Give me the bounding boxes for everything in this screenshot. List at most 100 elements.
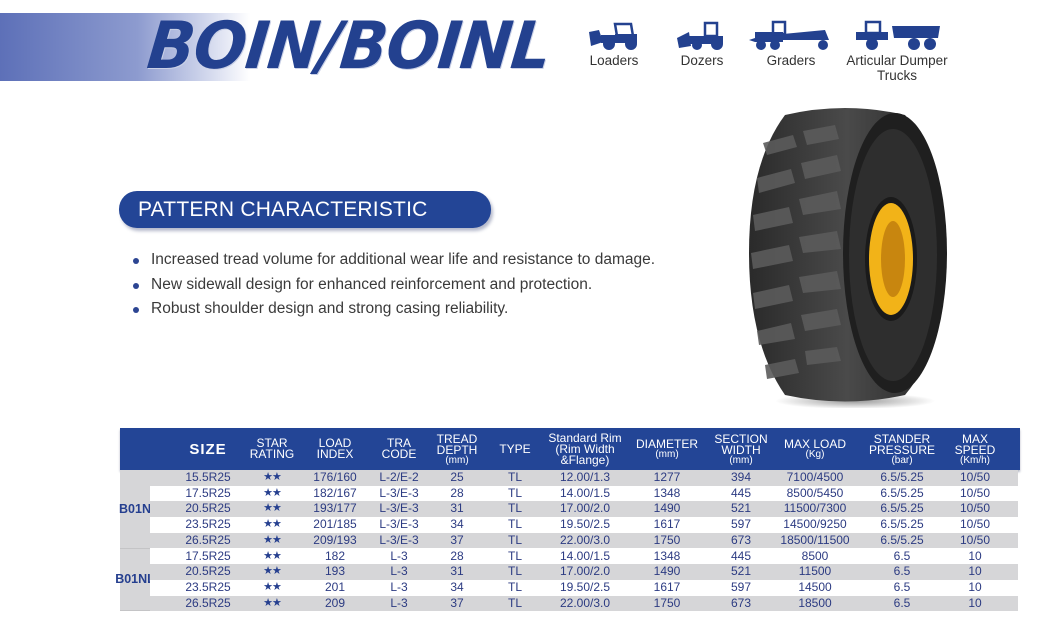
cell-section-width: 597 (730, 579, 752, 594)
bullet-item: New sidewall design for enhanced reinfor… (133, 273, 655, 298)
cell-max-speed: 10 (968, 579, 982, 594)
application-label-line2: Trucks (877, 68, 917, 83)
cell-size: 20.5R25 (185, 501, 231, 516)
cell-tread-depth: 28 (450, 485, 464, 500)
applications-row: Loaders Dozers Graders (583, 20, 963, 90)
bullet-dot-icon (133, 258, 139, 264)
cell-tread-depth: 31 (450, 501, 464, 516)
cell-tra-code: L-3 (390, 579, 408, 594)
loader-icon (589, 22, 637, 50)
cell-standard-rim: 14.00/1.5 (559, 548, 611, 563)
cell-max-load: 14500 (798, 579, 832, 594)
header-max-speed: MAX SPEED (Km/h) (954, 431, 996, 466)
cell-section-width: 445 (730, 548, 752, 563)
cell-load-index: 182/167 (313, 485, 357, 500)
cell-size: 23.5R25 (185, 579, 231, 594)
cell-tra-code: L-3 (390, 564, 408, 579)
cell-tra-code: L-3/E-3 (379, 517, 419, 532)
cell-section-width: 521 (730, 501, 752, 516)
bullet-item: Robust shoulder design and strong casing… (133, 297, 655, 322)
table-row: 26.5R25 ★★ 209/193 L-3/E-3 37 TL 22.00/3.0 1750… (150, 532, 1018, 549)
cell-size: 23.5R25 (185, 517, 231, 532)
cell-max-speed: 10 (968, 595, 982, 610)
cell-diameter: 1750 (653, 595, 681, 610)
cell-star-rating: ★★ (263, 549, 282, 562)
cell-size: 17.5R25 (185, 548, 231, 563)
dumper-truck-icon (856, 20, 940, 50)
pattern-bullet-list: Increased tread volume for additional we… (133, 248, 655, 322)
cell-stander-pressure: 6.5 (893, 579, 911, 594)
cell-stander-pressure: 6.5/5.25 (880, 517, 924, 532)
table-row: 17.5R25 ★★ 182/167 L-3/E-3 28 TL 14.00/1.5 1348… (150, 485, 1018, 502)
cell-tread-depth: 34 (450, 517, 464, 532)
cell-type: TL (507, 595, 522, 610)
cell-stander-pressure: 6.5 (893, 564, 911, 579)
cell-load-index: 193/177 (313, 501, 357, 516)
cell-standard-rim: 22.00/3.0 (559, 595, 611, 610)
cell-stander-pressure: 6.5/5.25 (880, 532, 924, 547)
cell-size: 17.5R25 (185, 485, 231, 500)
pattern-characteristic-heading: PATTERN CHARACTERISTIC (119, 191, 491, 228)
cell-size: 15.5R25 (185, 470, 231, 484)
cell-tread-depth: 28 (450, 548, 464, 563)
table-row: 26.5R25 ★★ 209 L-3 37 TL 22.00/3.0 1750 673 18500… (150, 595, 1018, 612)
cell-max-speed: 10/50 (959, 532, 991, 547)
header-size: SIZE (189, 440, 227, 458)
cell-max-load: 14500/9250 (783, 517, 847, 532)
header-section-width: SECTION WIDTH (mm) (714, 431, 768, 466)
tire-image (749, 108, 947, 408)
cell-section-width: 673 (730, 532, 752, 547)
cell-diameter: 1348 (653, 548, 681, 563)
cell-star-rating: ★★ (263, 518, 282, 531)
cell-star-rating: ★★ (263, 580, 282, 593)
cell-star-rating: ★★ (263, 471, 282, 483)
cell-tra-code: L-3 (390, 595, 408, 610)
cell-type: TL (507, 564, 522, 579)
cell-type: TL (507, 470, 522, 484)
bullet-dot-icon (133, 282, 139, 289)
cell-diameter: 1750 (653, 532, 681, 547)
cell-stander-pressure: 6.5 (893, 548, 911, 563)
cell-diameter: 1490 (653, 501, 681, 516)
cell-load-index: 209/193 (313, 532, 357, 547)
cell-max-load: 8500 (801, 548, 829, 563)
cell-section-width: 673 (730, 595, 752, 610)
application-dozers: Dozers (671, 20, 733, 67)
application-articular-dumper-trucks: Articular Dumper Trucks (841, 20, 953, 82)
group-label-b01nl: B01NL (115, 548, 155, 612)
cell-type: TL (507, 501, 522, 516)
pattern-heading-text: PATTERN CHARACTERISTIC (138, 198, 428, 221)
cell-diameter: 1617 (653, 517, 681, 532)
header-tread-depth: TREAD DEPTH (mm) (436, 431, 478, 466)
bullet-text: Increased tread volume for additional we… (151, 251, 656, 268)
cell-stander-pressure: 6.5 (893, 595, 911, 610)
cell-standard-rim: 22.00/3.0 (559, 532, 611, 547)
cell-tread-depth: 25 (450, 470, 464, 484)
cell-standard-rim: 12.00/1.3 (559, 470, 611, 484)
cell-section-width: 521 (730, 564, 752, 579)
cell-tread-depth: 37 (450, 595, 464, 610)
application-label: Articular Dumper (846, 53, 948, 68)
cell-stander-pressure: 6.5/5.25 (880, 485, 924, 500)
cell-diameter: 1277 (653, 470, 681, 484)
cell-max-speed: 10/50 (959, 470, 991, 484)
cell-load-index: 182 (324, 548, 346, 563)
banner-gradient-bar (0, 13, 250, 81)
table-row: 20.5R25 ★★ 193 L-3 31 TL 17.00/2.0 1490 521 11500… (150, 564, 1018, 580)
cell-tra-code: L-2/E-2 (379, 470, 419, 484)
header-max-load: MAX LOAD (Kg) (783, 437, 846, 460)
cell-max-load: 11500 (798, 564, 832, 579)
application-label: Loaders (589, 53, 639, 68)
cell-type: TL (507, 579, 522, 594)
cell-standard-rim: 14.00/1.5 (559, 485, 611, 500)
cell-load-index: 201/185 (313, 517, 357, 532)
cell-tread-depth: 31 (450, 564, 464, 579)
bullet-text: New sidewall design for enhanced reinfor… (151, 275, 593, 293)
cell-star-rating: ★★ (263, 596, 282, 609)
cell-tread-depth: 34 (450, 579, 464, 594)
cell-load-index: 209 (324, 595, 346, 610)
cell-max-speed: 10/50 (959, 517, 991, 532)
grader-icon (749, 20, 829, 50)
table-row: 23.5R25 ★★ 201/185 L-3/E-3 34 TL 19.50/2.5 1617… (150, 517, 1018, 533)
cell-stander-pressure: 6.5/5.25 (880, 470, 924, 484)
